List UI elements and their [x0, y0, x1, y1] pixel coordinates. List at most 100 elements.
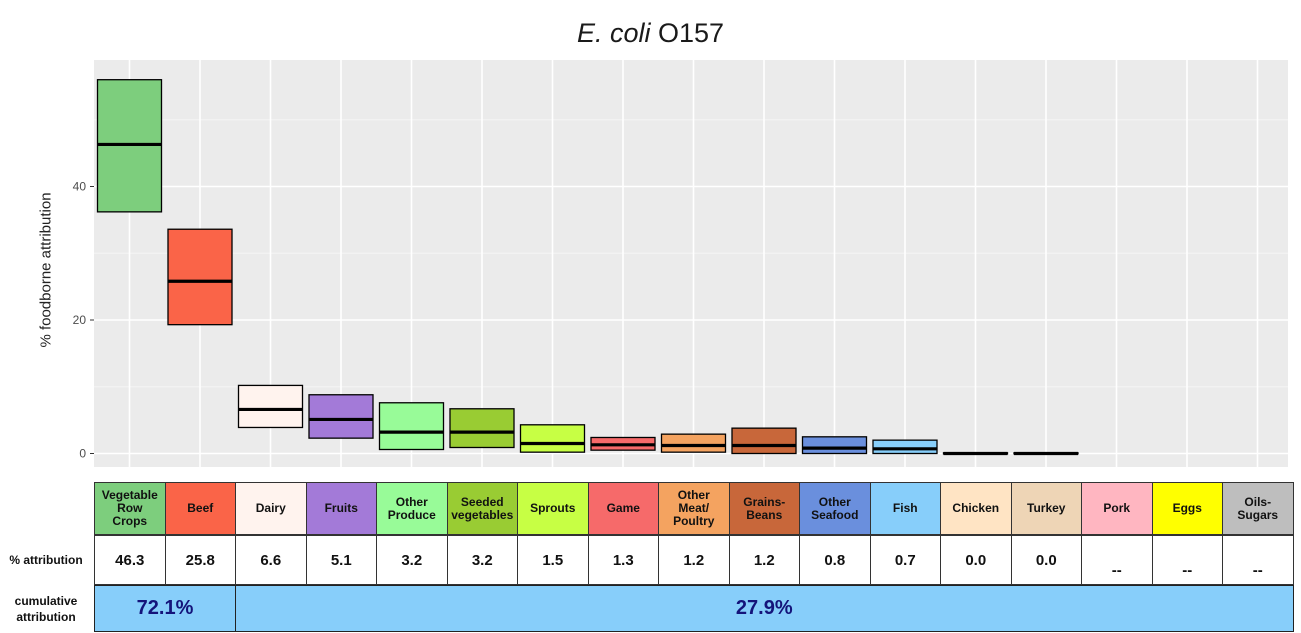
attribution-value-cell: 6.6: [235, 535, 307, 585]
attribution-value-cell: 1.2: [728, 535, 800, 585]
attribution-value-cell: 25.8: [164, 535, 236, 585]
box-2: [237, 384, 304, 429]
attribution-value-cell: --: [1222, 535, 1294, 585]
y-tick-label: 0: [79, 447, 86, 461]
attribution-value: 1.5: [542, 551, 564, 569]
table-header-text: Sugars: [1237, 507, 1279, 522]
chart-title-italic: E. coli: [576, 18, 651, 48]
attribution-value-cell: 1.5: [517, 535, 589, 585]
boxplot-chart: 0 20 40: [73, 60, 1288, 467]
table-header-text: Seafood: [811, 507, 859, 522]
cumulative-label-line: attribution: [16, 609, 76, 624]
cumulative-row-label: cumulative attribution: [0, 585, 92, 632]
attribution-value: 46.3: [115, 551, 145, 569]
table-header-text: Fruits: [324, 501, 358, 515]
table-header-label: Dairy: [256, 502, 286, 515]
attribution-value-cell: --: [1151, 535, 1223, 585]
attribution-value-cell: --: [1081, 535, 1153, 585]
attribution-value: 25.8: [185, 551, 215, 569]
attribution-value-cell: 46.3: [94, 535, 166, 585]
table-header-text: vegetables: [451, 507, 514, 522]
table-header-text: Fish: [892, 501, 918, 515]
attribution-value-cell: 0.8: [799, 535, 871, 585]
chart-title-rest: O157: [657, 18, 725, 48]
attribution-value: 6.6: [260, 551, 282, 569]
cumulative-label-line: cumulative: [14, 593, 78, 608]
chart-title: E. coli O157: [0, 18, 1301, 49]
box-6: [519, 424, 586, 453]
table-header-text: Produce: [387, 507, 436, 522]
box-11: [872, 439, 938, 455]
table-header-text: Poultry: [673, 514, 715, 528]
table-header-text: Pork: [1103, 501, 1131, 515]
attribution-value-cell: 0.7: [869, 535, 941, 585]
table-header-label: Other Produce: [387, 494, 436, 522]
table-header-cell: Chicken: [940, 482, 1012, 535]
table-header-label: Sprouts: [530, 502, 575, 515]
table-header-cell: Vegetable Row Crops: [94, 482, 166, 535]
table-header-cell: Fish: [869, 482, 941, 535]
table-header-cell: Turkey: [1010, 482, 1082, 535]
table-header-cell: Game: [587, 482, 659, 535]
table-header-text: Row: [117, 501, 143, 515]
y-axis-label: % foodborne attribution: [37, 192, 55, 348]
attribution-value: 5.1: [330, 551, 352, 569]
y-tick-label: 20: [73, 313, 87, 327]
table-header-text: Other: [395, 494, 428, 509]
table-header-cell: Grains- Beans: [728, 482, 800, 535]
box-3: [308, 394, 374, 439]
attribution-row-label: % attribution: [9, 553, 83, 567]
table-header-label: Chicken: [952, 502, 999, 515]
table-header-label: Other Seafood: [811, 494, 859, 522]
attribution-value: 1.2: [683, 551, 705, 569]
table-header-text: Oils-: [1244, 494, 1272, 509]
table-header-label: Turkey: [1027, 502, 1065, 515]
attribution-value-cell: 1.3: [587, 535, 659, 585]
table-header-cell: Pork: [1081, 482, 1153, 535]
attribution-value: --: [1182, 561, 1193, 579]
table-header-cell: Other Produce: [376, 482, 448, 535]
table-header-text: Dairy: [255, 501, 286, 515]
attribution-value-cell: 5.1: [305, 535, 377, 585]
table-header-text: Other: [818, 494, 851, 509]
box-4: [378, 402, 445, 451]
attribution-value: 0.8: [824, 551, 846, 569]
table-header-cell: Sprouts: [517, 482, 589, 535]
attribution-value: 0.0: [1035, 551, 1057, 569]
attribution-value-cell: 0.0: [940, 535, 1012, 585]
table-header-cell: Beef: [164, 482, 236, 535]
table-header-text: Game: [606, 501, 640, 515]
table-header-text: Other: [677, 488, 710, 502]
table-header-cell: Oils- Sugars: [1222, 482, 1294, 535]
table-header-label: Vegetable Row Crops: [102, 489, 158, 528]
table-header-label: Other Meat/Poultry: [673, 489, 714, 528]
table-header-text: Vegetable: [101, 488, 158, 502]
cumulative-top-two: 72.1%: [94, 585, 236, 632]
table-header-label: Seeded vegetables: [451, 494, 514, 522]
table-header-cell: Other Meat/Poultry: [658, 482, 730, 535]
attribution-value: --: [1111, 561, 1122, 579]
table-header-text: Eggs: [1172, 501, 1202, 515]
table-header-label: Pork: [1103, 502, 1130, 515]
table-header-cell: Fruits: [305, 482, 377, 535]
table-header-label: Game: [607, 502, 640, 515]
attribution-value: 3.2: [401, 551, 423, 569]
attribution-value: 1.2: [753, 551, 775, 569]
table-header-text: Seeded: [460, 494, 504, 509]
cumulative-remaining: 27.9%: [235, 585, 1294, 632]
box-10: [801, 436, 868, 455]
box-5: [449, 408, 515, 449]
attribution-value-cell: 3.2: [376, 535, 448, 585]
table-header-cell: Eggs: [1151, 482, 1223, 535]
attribution-value-cell: 0.0: [1010, 535, 1082, 585]
attribution-value-cell: 1.2: [658, 535, 730, 585]
table-header-label: Oils- Sugars: [1237, 494, 1279, 522]
cumulative-row-label-text: cumulative attribution: [15, 593, 78, 625]
box-1: [167, 228, 233, 326]
table-header-cell: Dairy: [235, 482, 307, 535]
table-header-label: Fish: [893, 502, 918, 515]
attribution-value: --: [1252, 561, 1263, 579]
table-header-label: Fruits: [325, 502, 358, 515]
table-header-label: Beef: [187, 502, 213, 515]
table-header-text: Turkey: [1027, 501, 1066, 515]
